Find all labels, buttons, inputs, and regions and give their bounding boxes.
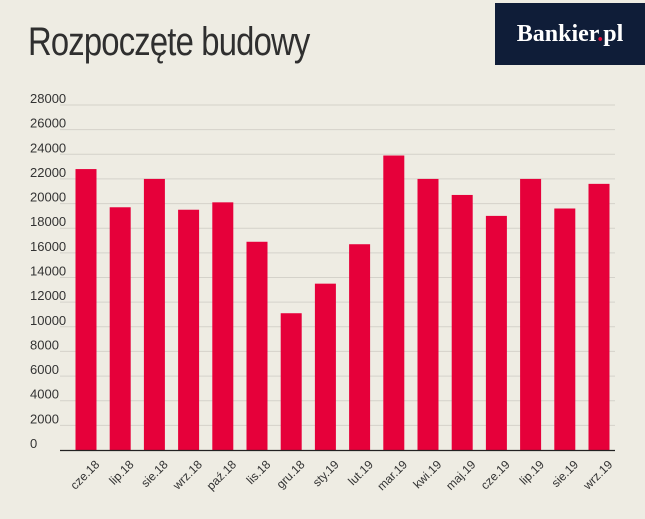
y-tick-label: 14000 <box>30 264 66 279</box>
x-tick-label: lis.18 <box>244 457 274 487</box>
x-tick-label: lut.19 <box>345 457 376 488</box>
bar <box>451 194 473 450</box>
y-tick-label: 22000 <box>30 165 66 180</box>
bar <box>75 169 97 451</box>
y-tick-label: 16000 <box>30 239 66 254</box>
x-tick-label: paź.18 <box>204 457 240 493</box>
x-tick-label: mar.19 <box>374 457 410 493</box>
x-tick-label: cze.18 <box>67 457 102 492</box>
y-tick-label: 2000 <box>30 411 59 426</box>
y-tick-label: 12000 <box>30 288 66 303</box>
x-tick-label: lip.19 <box>517 457 547 487</box>
brand-dot: . <box>597 20 604 47</box>
bar <box>314 283 336 450</box>
x-tick-label: cze.19 <box>478 457 513 492</box>
y-tick-label: 18000 <box>30 214 66 229</box>
x-tick-label: wrz.19 <box>580 457 616 493</box>
x-tick-label: lip.18 <box>106 457 136 487</box>
bar <box>178 209 200 450</box>
bar <box>554 208 576 450</box>
x-tick-label: kwi.19 <box>410 457 444 491</box>
y-tick-label: 4000 <box>30 387 59 402</box>
bar <box>280 313 302 450</box>
y-tick-label: 28000 <box>30 91 66 106</box>
y-tick-label: 8000 <box>30 337 59 352</box>
bar <box>520 178 542 450</box>
x-tick-label: gru.18 <box>274 457 308 491</box>
bar <box>349 244 371 450</box>
bar <box>383 155 405 450</box>
brand-suffix: pl <box>603 20 624 47</box>
bar <box>212 202 234 450</box>
brand-logo-text: Bankier.pl <box>517 21 624 48</box>
y-tick-label: 20000 <box>30 190 66 205</box>
bar <box>485 215 507 450</box>
chart-title: Rozpoczęte budowy <box>28 20 310 64</box>
bar <box>588 183 610 450</box>
bar <box>417 178 439 450</box>
y-tick-label: 0 <box>30 436 37 451</box>
y-tick-label: 24000 <box>30 140 66 155</box>
brand-logo: Bankier.pl <box>495 3 645 65</box>
y-tick-label: 26000 <box>30 116 66 131</box>
x-tick-label: sie.19 <box>549 457 582 490</box>
bar <box>143 178 165 450</box>
x-tick-label: wrz.18 <box>169 457 205 493</box>
bar <box>109 207 131 450</box>
x-tick-label: sie.18 <box>138 457 171 490</box>
x-tick-label: sty.19 <box>310 457 342 489</box>
y-tick-label: 10000 <box>30 313 66 328</box>
x-tick-label: maj.19 <box>443 457 479 493</box>
y-tick-label: 6000 <box>30 362 59 377</box>
bar <box>246 241 268 450</box>
brand-name: Bankier <box>516 20 598 47</box>
